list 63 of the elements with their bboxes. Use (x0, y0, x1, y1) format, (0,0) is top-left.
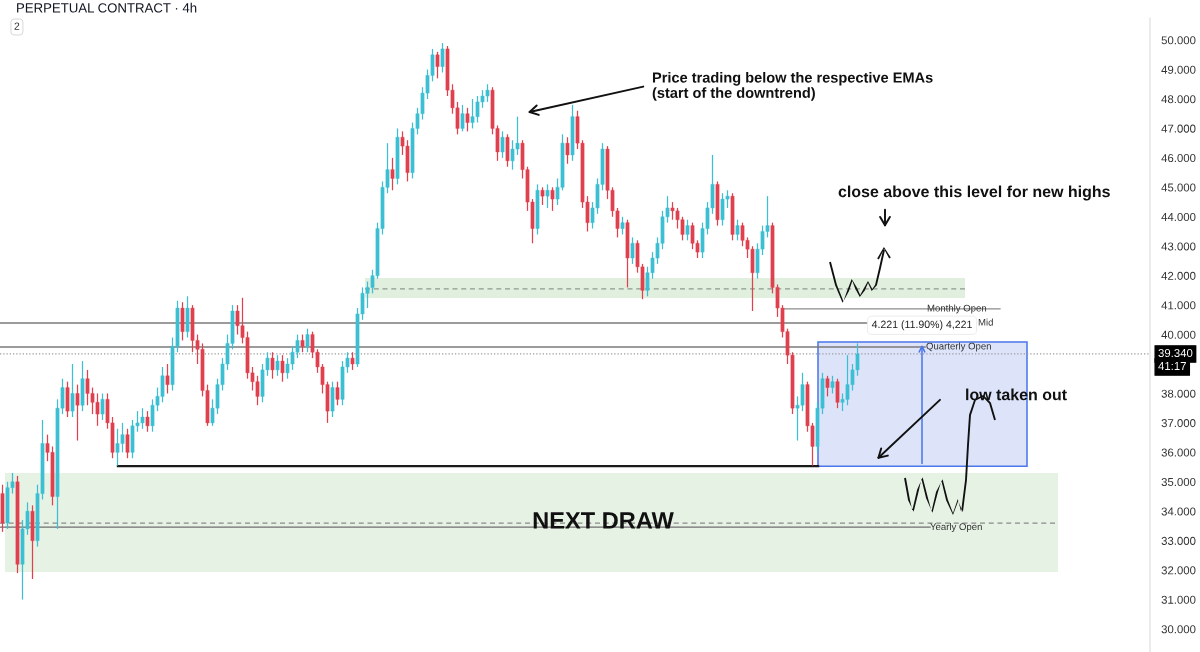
candlestick (275, 354, 280, 377)
candlestick (280, 354, 285, 383)
ref-line-label: Yearly Open (930, 523, 982, 532)
band-label: NEXT DRAW (533, 512, 674, 529)
candlestick (435, 51, 440, 79)
ref-line-label: 39.340 (1158, 348, 1193, 358)
y-tick-label: 32.000 (1161, 566, 1196, 575)
candlestick (505, 133, 510, 168)
ref-line-label: Monthly Open (927, 304, 987, 314)
candlestick (305, 328, 310, 353)
candlestick (185, 295, 190, 339)
candlestick (550, 186, 555, 212)
candlestick (70, 363, 75, 418)
y-tick-label: 41.000 (1161, 301, 1196, 310)
candlestick (440, 42, 445, 74)
annotation: close above this level for new highs (838, 185, 1110, 201)
chart-title: PERPETUAL CONTRACT · 4h (17, 2, 197, 13)
band-label: 4.221 (11.90%) 4,221 (871, 320, 972, 331)
y-tick-label: 49.000 (1161, 65, 1196, 74)
y-tick-label: 42.000 (1161, 271, 1196, 280)
y-tick-label: 37.000 (1161, 419, 1196, 428)
ref-line-label: Quarterly Open (926, 342, 991, 352)
candlestick (735, 219, 740, 241)
y-tick-label: 45.000 (1161, 183, 1196, 192)
candlestick (100, 392, 105, 421)
candlestick (125, 428, 130, 459)
candlestick (500, 130, 505, 159)
y-tick-label: 35.000 (1161, 477, 1196, 487)
text: 41:17 (1158, 362, 1186, 370)
candlestick (685, 219, 690, 241)
candlestick (565, 136, 570, 165)
candlestick (460, 104, 465, 132)
ref-line-label: Mid (978, 318, 993, 326)
candlestick (165, 363, 170, 395)
y-tick-label: 30.000 (1161, 625, 1196, 634)
candlestick (330, 381, 335, 418)
candlestick (465, 107, 470, 132)
y-tick-label: 40.000 (1161, 330, 1196, 339)
annotation: low taken out (966, 388, 1067, 401)
candlestick (835, 378, 840, 409)
candlestick (270, 351, 275, 380)
candlestick (75, 383, 80, 442)
y-tick-label: 50.000 (1161, 36, 1196, 45)
y-tick-label: 33.000 (1161, 536, 1196, 545)
candlestick (390, 157, 395, 191)
y-tick-label: 48.000 (1161, 95, 1196, 104)
y-tick-label: 47.000 (1161, 124, 1196, 133)
y-tick-label: 31.000 (1161, 595, 1196, 604)
annotation: 2 (14, 22, 20, 30)
y-tick-label: 36.000 (1161, 448, 1196, 457)
candlestick (825, 375, 830, 398)
y-tick-label: 38.000 (1161, 389, 1196, 398)
candlestick (180, 301, 185, 342)
y-tick-label: 46.000 (1161, 154, 1196, 163)
y-tick-label: 44.000 (1161, 212, 1196, 222)
candlestick (335, 381, 340, 406)
y-tick-label: 34.000 (1161, 507, 1196, 516)
annotation: Price trading below the respective EMAs (start of the downtrend) (652, 72, 933, 101)
candlestick (545, 183, 550, 209)
candlestick (630, 236, 635, 265)
candlestick (145, 410, 150, 433)
y-tick-label: 43.000 (1161, 242, 1196, 251)
candlestick (65, 381, 70, 418)
